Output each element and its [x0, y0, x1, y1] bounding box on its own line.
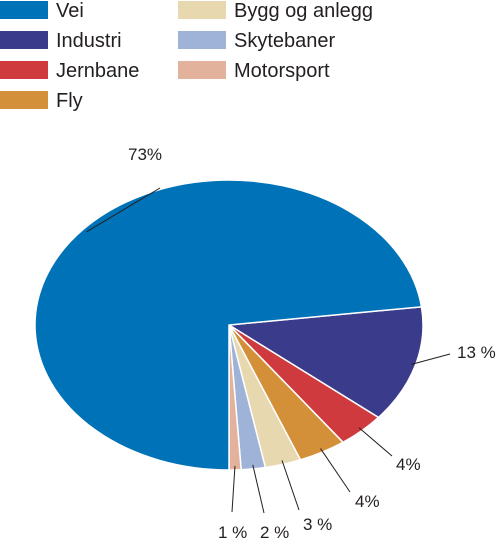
legend-label-vei: Vei: [56, 0, 84, 22]
slice-label-bygg-og-anlegg: 3 %: [303, 515, 332, 534]
legend-swatch-skytebaner: [178, 31, 226, 49]
pie-slice-industri: [226, 306, 424, 419]
legend-swatch-vei: [0, 1, 48, 19]
legend-swatch-industri: [0, 31, 48, 49]
leader-lines: [86, 187, 451, 514]
legend-label-fly: Fly: [56, 90, 83, 112]
legend-swatch-bygg-og-anlegg: [178, 1, 226, 19]
legend-label-jernbane: Jernbane: [56, 60, 139, 82]
legend-label-skytebaner: Skytebaner: [234, 30, 336, 52]
slice-labels: 13 % 4% 4% 3 % 2 % 1 % 73%: [128, 145, 496, 540]
pie-slice-vei: [34, 179, 423, 471]
leader-line-vei: [86, 187, 161, 233]
leader-line-jernbane: [358, 427, 393, 457]
leader-line-fly: [320, 448, 351, 493]
slice-label-skytebaner: 2 %: [260, 523, 289, 540]
leader-line-bygg-og-anlegg: [281, 460, 300, 511]
legend-swatch-jernbane: [0, 61, 48, 79]
leader-line-skytebaner: [252, 464, 265, 514]
legend-label-bygg-og-anlegg: Bygg og anlegg: [234, 0, 373, 22]
slice-label-vei: 73%: [128, 145, 162, 164]
leader-line-motorsport: [231, 465, 236, 513]
slice-label-jernbane: 4%: [396, 455, 421, 474]
slice-label-motorsport: 1 %: [218, 523, 247, 540]
slice-label-industri: 13 %: [457, 343, 496, 362]
legend-label-industri: Industri: [56, 30, 122, 52]
legend-swatch-motorsport: [178, 61, 226, 79]
legend-label-motorsport: Motorsport: [234, 60, 330, 82]
legend-swatch-fly: [0, 91, 48, 109]
leader-line-industri: [411, 353, 451, 365]
pie-slices: [34, 179, 424, 471]
slice-label-fly: 4%: [355, 492, 380, 511]
legend: Vei Industri Jernbane Fly Bygg og anlegg Skyt…: [0, 0, 373, 112]
